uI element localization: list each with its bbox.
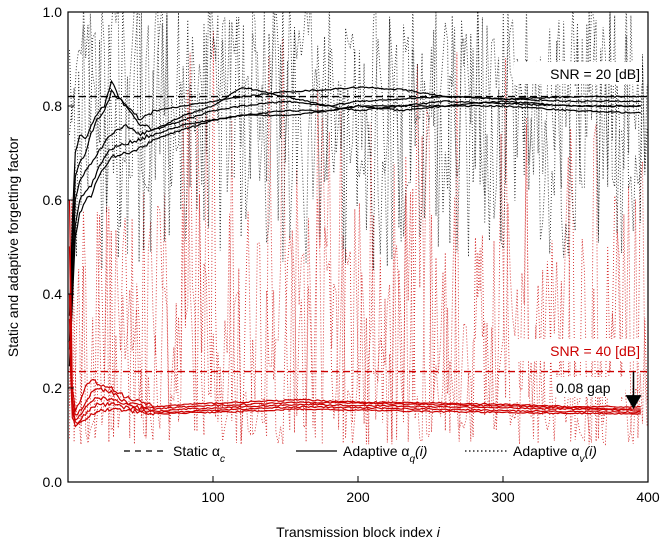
snr40-annotation: SNR = 40 [dB]	[550, 343, 640, 359]
snr20-label-bg	[514, 62, 642, 84]
x-axis-title: Transmission block index i	[276, 524, 441, 540]
adaptive-q-trace	[68, 340, 641, 428]
y-tick-label: 0.4	[43, 286, 63, 302]
adaptive-q-traces	[68, 79, 642, 428]
adaptive-v-trace	[69, 12, 648, 271]
y-tick-label: 1.0	[43, 4, 63, 20]
x-tick-label: 300	[491, 489, 515, 505]
y-tick-label: 0.2	[43, 380, 63, 396]
adaptive-q-trace	[68, 200, 641, 412]
adaptive-q-trace	[68, 104, 642, 367]
x-tick-label: 400	[636, 489, 660, 505]
x-tick-label: 100	[201, 489, 225, 505]
adaptive-q-trace	[68, 100, 641, 350]
axis-ticks: 100 200 300 400 0.0 0.2 0.4 0.6 0.8 1.0	[43, 4, 660, 505]
legend-label-adaptive-q: Adaptive αq(i)	[343, 443, 427, 465]
gap-label-bg	[553, 377, 625, 397]
gap-arrow	[625, 371, 642, 410]
legend-label-adaptive-v: Adaptive αv(i)	[513, 443, 597, 465]
static-alpha-lines	[68, 95, 648, 373]
gap-arrow-head	[625, 395, 642, 410]
y-tick-label: 0.6	[43, 192, 63, 208]
gap-annotation: 0.08 gap	[556, 380, 611, 396]
y-tick-label: 0.8	[43, 98, 63, 114]
y-tick-label: 0.0	[43, 474, 63, 490]
snr20-annotation: SNR = 20 [dB]	[550, 66, 640, 82]
snr40-label-bg	[516, 339, 642, 361]
adaptive-q-trace	[68, 87, 641, 343]
x-tick-label: 200	[346, 489, 370, 505]
adaptive-q-trace	[68, 294, 641, 422]
legend-label-static: Static αc	[173, 443, 225, 465]
adaptive-q-trace	[68, 246, 641, 416]
adaptive-q-trace	[68, 318, 641, 425]
y-axis-title: Static and adaptive forgetting factor	[5, 137, 21, 358]
adaptive-v-trace	[69, 30, 648, 445]
legend: Static αc Adaptive αq(i) Adaptive αv(i)	[124, 443, 597, 465]
adaptive-q-trace	[68, 79, 641, 316]
adaptive-v-trace	[69, 52, 648, 446]
